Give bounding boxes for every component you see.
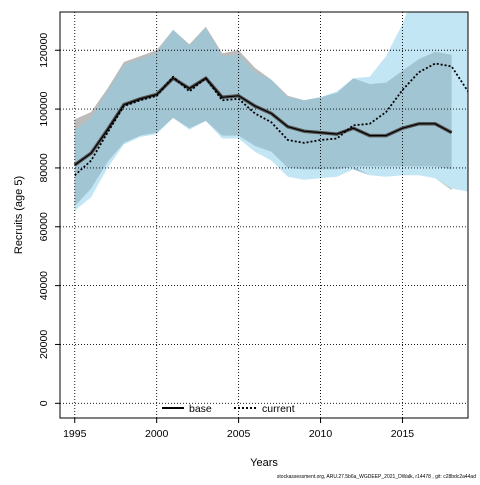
footer-note: stockassessment.org, ARU.27.5b6a_WGDEEP_… — [277, 474, 476, 480]
x-axis: 1995 2000 2005 2010 2015 — [63, 418, 414, 440]
y-axis: 0 20000 40000 60000 80000 100000 120000 — [38, 33, 60, 406]
x-axis-label: Years — [250, 457, 278, 469]
current-ci-band — [74, 12, 468, 211]
x-tick-label: 1995 — [63, 428, 87, 440]
legend-base-label: base — [189, 403, 212, 415]
y-axis-label: Recruits (age 5) — [13, 176, 25, 254]
legend-current-label: current — [262, 403, 295, 415]
y-tick-label: 80000 — [38, 153, 50, 182]
plot-frame — [59, 11, 469, 419]
legend: base current — [162, 403, 295, 415]
x-tick-label: 2000 — [145, 428, 169, 440]
series-lines — [73, 62, 468, 176]
current-line — [74, 62, 468, 176]
y-tick-label: 120000 — [38, 33, 50, 68]
y-tick-label: 40000 — [38, 271, 50, 300]
y-tick-label: 60000 — [38, 212, 50, 241]
y-tick-label: 0 — [38, 400, 50, 406]
x-tick-label: 2005 — [227, 428, 251, 440]
x-tick-label: 2015 — [391, 428, 415, 440]
uncertainty-bands — [74, 12, 468, 211]
base-line — [74, 77, 452, 166]
y-tick-label: 100000 — [38, 91, 50, 126]
x-tick-label: 2010 — [309, 428, 333, 440]
y-tick-label: 20000 — [38, 330, 50, 359]
